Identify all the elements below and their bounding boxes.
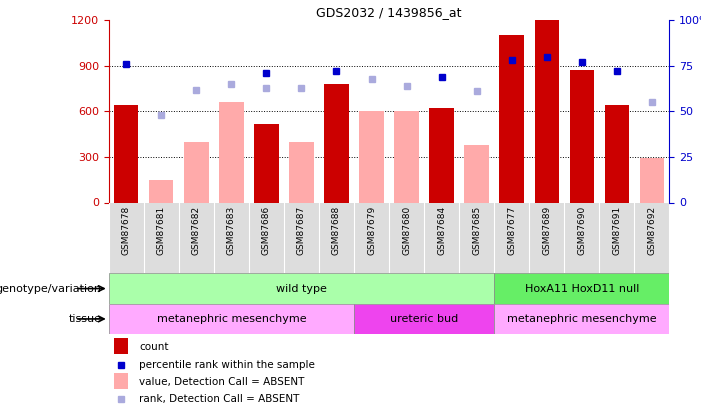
Bar [184,142,209,202]
Text: GSM87684: GSM87684 [437,206,446,255]
Text: GSM87677: GSM87677 [508,206,516,255]
Bar [354,304,494,334]
Text: tissue: tissue [69,314,102,324]
Bar [499,36,524,202]
Bar [359,111,384,202]
Text: HoxA11 HoxD11 null: HoxA11 HoxD11 null [524,284,639,294]
Text: GSM87692: GSM87692 [648,206,656,255]
Text: genotype/variation: genotype/variation [0,284,102,294]
Text: GSM87690: GSM87690 [578,206,586,255]
Bar [569,70,594,202]
Bar [639,158,664,202]
Bar [535,20,559,202]
Text: GSM87686: GSM87686 [262,206,271,255]
Bar [109,273,494,304]
Text: GSM87685: GSM87685 [472,206,481,255]
Bar [429,108,454,202]
Bar [114,373,128,389]
Title: GDS2032 / 1439856_at: GDS2032 / 1439856_at [316,6,462,19]
Text: GSM87689: GSM87689 [543,206,551,255]
Bar [494,304,669,334]
Text: rank, Detection Call = ABSENT: rank, Detection Call = ABSENT [139,394,300,404]
Bar [254,124,278,202]
Bar [109,304,354,334]
Bar [219,102,244,202]
Text: GSM87679: GSM87679 [367,206,376,255]
Bar [604,105,629,202]
Text: GSM87681: GSM87681 [157,206,165,255]
Bar [149,180,174,202]
Text: percentile rank within the sample: percentile rank within the sample [139,360,315,370]
Text: GSM87678: GSM87678 [122,206,130,255]
Text: GSM87688: GSM87688 [332,206,341,255]
Text: ureteric bud: ureteric bud [390,314,458,324]
Text: metanephric mesenchyme: metanephric mesenchyme [507,314,657,324]
Text: metanephric mesenchyme: metanephric mesenchyme [156,314,306,324]
Text: GSM87687: GSM87687 [297,206,306,255]
Bar [114,339,128,354]
Bar [494,273,669,304]
Bar [114,105,138,202]
Bar [464,145,489,202]
Text: wild type: wild type [276,284,327,294]
Text: GSM87683: GSM87683 [227,206,236,255]
Bar [394,111,418,202]
Bar [290,142,314,202]
Text: GSM87680: GSM87680 [402,206,411,255]
Text: GSM87691: GSM87691 [613,206,621,255]
Text: value, Detection Call = ABSENT: value, Detection Call = ABSENT [139,377,305,387]
Text: count: count [139,342,169,352]
Bar [324,84,349,202]
Text: GSM87682: GSM87682 [192,206,200,255]
